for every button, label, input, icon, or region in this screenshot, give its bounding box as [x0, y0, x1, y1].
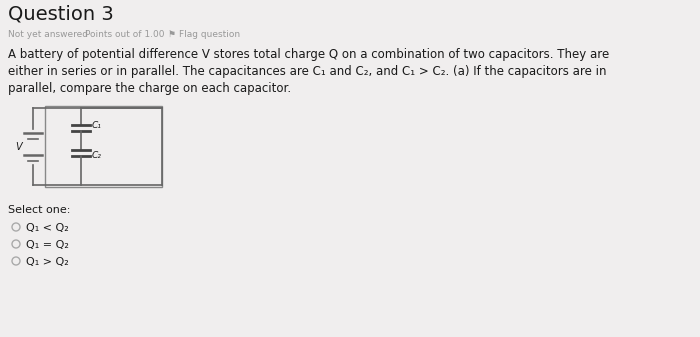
Circle shape [12, 240, 20, 248]
Text: Not yet answered: Not yet answered [8, 30, 88, 39]
Bar [45, 106, 162, 187]
Text: Points out of 1.00: Points out of 1.00 [85, 30, 164, 39]
Text: parallel, compare the charge on each capacitor.: parallel, compare the charge on each cap… [8, 82, 291, 95]
Text: Select one:: Select one: [8, 205, 71, 215]
Circle shape [12, 223, 20, 231]
Text: Question 3: Question 3 [8, 5, 113, 24]
Text: V: V [15, 142, 22, 152]
Text: ⚑ Flag question: ⚑ Flag question [168, 30, 240, 39]
Text: either in series or in parallel. The capacitances are C₁ and C₂, and C₁ > C₂. (a: either in series or in parallel. The cap… [8, 65, 606, 78]
Text: Q₁ = Q₂: Q₁ = Q₂ [26, 240, 69, 250]
Text: C₁: C₁ [92, 122, 102, 130]
Text: A battery of potential difference V stores total charge Q on a combination of tw: A battery of potential difference V stor… [8, 48, 609, 61]
Text: Q₁ < Q₂: Q₁ < Q₂ [26, 223, 69, 233]
Circle shape [12, 257, 20, 265]
Text: Q₁ > Q₂: Q₁ > Q₂ [26, 257, 69, 267]
Text: C₂: C₂ [92, 151, 102, 159]
